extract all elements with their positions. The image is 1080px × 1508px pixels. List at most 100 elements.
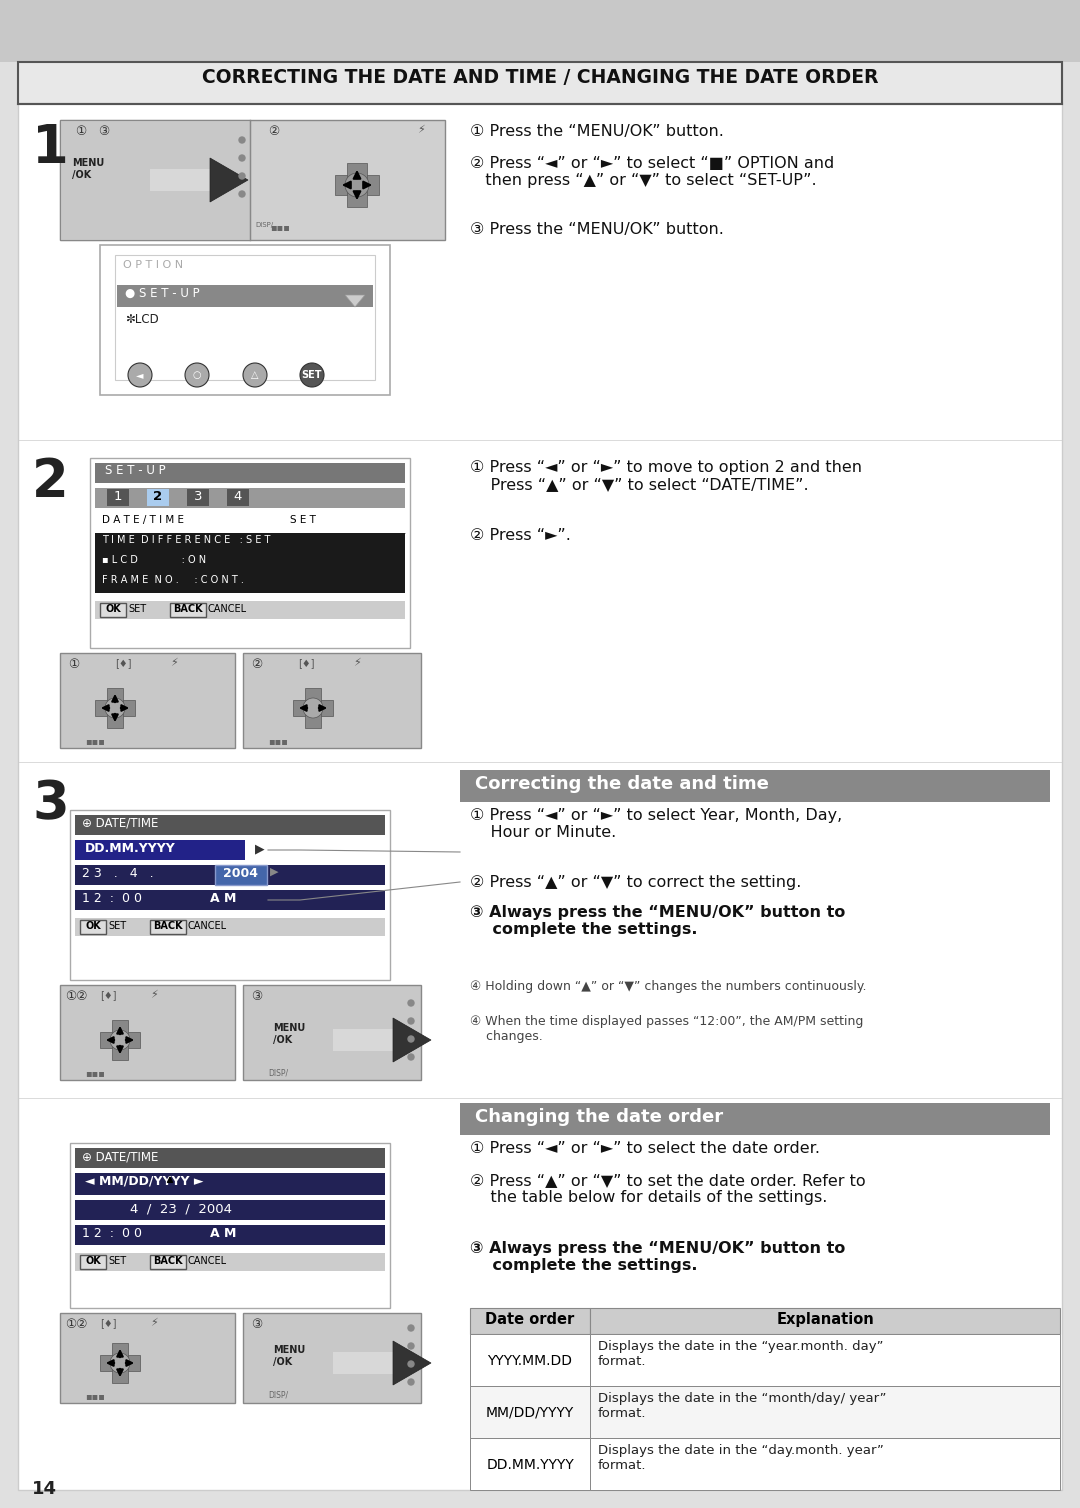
Text: Date order: Date order <box>485 1312 575 1327</box>
Text: ◄ MM/DD/YYYY ►: ◄ MM/DD/YYYY ► <box>85 1175 203 1188</box>
Text: SET: SET <box>129 605 146 614</box>
Bar <box>95 463 405 483</box>
Bar <box>75 890 384 909</box>
Text: ① Press “◄” or “►” to select Year, Month, Day,
    Hour or Minute.: ① Press “◄” or “►” to select Year, Month… <box>470 808 842 840</box>
Bar <box>243 653 421 748</box>
Bar <box>75 1148 384 1169</box>
Bar <box>95 573 405 593</box>
Text: 1: 1 <box>113 490 122 504</box>
Text: CANCEL: CANCEL <box>188 921 227 930</box>
Circle shape <box>129 363 152 388</box>
Text: ⚡: ⚡ <box>353 657 361 668</box>
Text: SET: SET <box>301 369 322 380</box>
Bar <box>590 1307 1059 1335</box>
Bar <box>75 840 245 860</box>
Bar <box>95 489 405 508</box>
Text: CORRECTING THE DATE AND TIME / CHANGING THE DATE ORDER: CORRECTING THE DATE AND TIME / CHANGING … <box>202 68 878 87</box>
Bar <box>460 1102 1050 1136</box>
Text: A M: A M <box>210 1228 237 1240</box>
Text: △: △ <box>252 369 259 380</box>
Text: 2: 2 <box>153 490 163 504</box>
Circle shape <box>408 1344 414 1350</box>
Text: ⚡: ⚡ <box>150 989 158 1000</box>
Bar <box>187 489 210 507</box>
Bar <box>90 458 410 648</box>
Bar <box>95 553 405 573</box>
Text: Displays the date in the “month/day/ year”
format.: Displays the date in the “month/day/ yea… <box>598 1392 887 1421</box>
Circle shape <box>110 1030 130 1050</box>
Bar <box>60 121 445 240</box>
Text: ①: ① <box>75 125 86 139</box>
Text: Displays the date in the “year.month. day”
format.: Displays the date in the “year.month. da… <box>598 1341 883 1368</box>
Bar <box>470 1386 590 1439</box>
Bar <box>150 920 186 933</box>
Text: ▪▪▪: ▪▪▪ <box>270 222 289 232</box>
Polygon shape <box>345 296 365 308</box>
Bar <box>470 1439 590 1490</box>
Circle shape <box>408 1018 414 1024</box>
Text: ⊕ DATE/TIME: ⊕ DATE/TIME <box>82 817 159 829</box>
Text: ● S E T - U P: ● S E T - U P <box>125 287 200 300</box>
Text: BACK: BACK <box>153 921 183 930</box>
Text: MENU: MENU <box>72 158 105 167</box>
Text: /OK: /OK <box>72 170 91 179</box>
Text: SET: SET <box>108 921 126 930</box>
Polygon shape <box>393 1018 431 1062</box>
Text: ① Press the “MENU/OK” button.: ① Press the “MENU/OK” button. <box>470 124 724 139</box>
Text: ② Press “▲” or “▼” to set the date order. Refer to
    the table below for detai: ② Press “▲” or “▼” to set the date order… <box>470 1173 866 1205</box>
Circle shape <box>408 1362 414 1366</box>
Text: ④ When the time displayed passes “12:00”, the AM/PM setting
    changes.: ④ When the time displayed passes “12:00”… <box>470 1015 863 1044</box>
Text: ③: ③ <box>251 1318 262 1332</box>
Text: Explanation: Explanation <box>777 1312 874 1327</box>
Bar <box>112 1019 129 1060</box>
Text: ▪▪▪: ▪▪▪ <box>85 1068 105 1078</box>
Bar <box>18 62 1062 104</box>
Text: ④ Holding down “▲” or “▼” changes the numbers continuously.: ④ Holding down “▲” or “▼” changes the nu… <box>470 980 866 992</box>
Bar <box>75 1200 384 1220</box>
Text: 2: 2 <box>32 455 69 508</box>
Bar <box>60 121 249 240</box>
Text: DISP/: DISP/ <box>255 222 273 228</box>
Text: ③: ③ <box>98 125 109 139</box>
Text: Displays the date in the “day.month. year”
format.: Displays the date in the “day.month. yea… <box>598 1445 883 1472</box>
Text: T I M E  D I F F E R E N C E   : S E T: T I M E D I F F E R E N C E : S E T <box>102 535 270 544</box>
Bar <box>100 244 390 395</box>
Circle shape <box>408 1036 414 1042</box>
Bar <box>470 1307 590 1335</box>
Bar <box>70 1143 390 1307</box>
Text: MM/DD/YYYY: MM/DD/YYYY <box>486 1405 575 1421</box>
Text: ○: ○ <box>192 369 201 380</box>
Polygon shape <box>393 1341 431 1384</box>
Text: ①: ① <box>68 657 79 671</box>
Text: 1 2  :  0 0: 1 2 : 0 0 <box>82 893 141 905</box>
Text: ②: ② <box>268 125 280 139</box>
Circle shape <box>408 1000 414 1006</box>
Text: ▪▪▪: ▪▪▪ <box>85 736 105 746</box>
Bar <box>590 1335 1059 1386</box>
Circle shape <box>239 173 245 179</box>
Bar <box>460 771 1050 802</box>
Text: ①②: ①② <box>65 989 87 1003</box>
Bar <box>470 1335 590 1386</box>
Polygon shape <box>210 158 248 202</box>
Bar <box>95 513 405 532</box>
Bar <box>333 1353 395 1374</box>
Bar <box>95 532 405 553</box>
Text: OK: OK <box>85 1256 100 1267</box>
Bar <box>293 700 333 716</box>
Circle shape <box>300 363 324 388</box>
Bar <box>590 1439 1059 1490</box>
Text: MENU: MENU <box>273 1345 306 1356</box>
Text: ▪ L C D              : O N: ▪ L C D : O N <box>102 555 206 566</box>
Text: 2004: 2004 <box>224 867 258 881</box>
Text: [♦]: [♦] <box>100 989 117 1000</box>
Circle shape <box>408 1054 414 1060</box>
Text: BACK: BACK <box>173 605 203 614</box>
Text: ②: ② <box>251 657 262 671</box>
Bar <box>243 985 421 1080</box>
Bar <box>107 489 129 507</box>
Bar <box>75 1253 384 1271</box>
Bar <box>70 810 390 980</box>
Text: MENU: MENU <box>273 1022 306 1033</box>
Text: ⊕ DATE/TIME: ⊕ DATE/TIME <box>82 1151 159 1163</box>
